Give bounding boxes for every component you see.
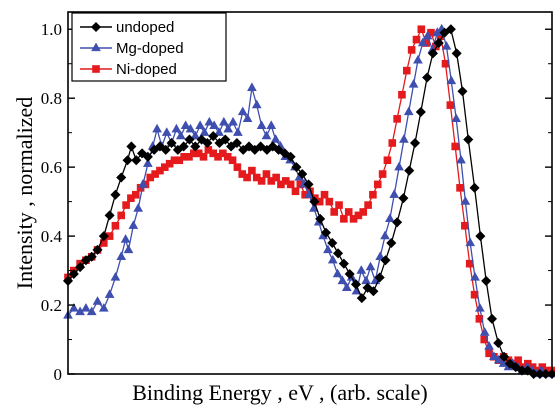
legend-label-mg-doped: Mg-doped (116, 40, 184, 57)
data-point-ni-doped (389, 140, 396, 147)
data-point-ni-doped (118, 212, 125, 219)
y-tick-label: 0.2 (41, 296, 62, 315)
data-point-ni-doped (413, 36, 420, 43)
data-point-ni-doped (331, 208, 338, 215)
data-point-ni-doped (384, 157, 391, 164)
data-point-ni-doped (369, 191, 376, 198)
data-point-ni-doped (379, 171, 386, 178)
legend-label-ni-doped: Ni-doped (116, 61, 177, 78)
data-point-ni-doped (244, 174, 251, 181)
data-point-ni-doped (408, 46, 415, 53)
data-point-ni-doped (112, 222, 119, 229)
data-point-ni-doped (394, 115, 401, 122)
data-point-ni-doped (292, 188, 299, 195)
data-point-ni-doped (234, 164, 241, 171)
data-point-ni-doped (360, 208, 367, 215)
data-point-ni-doped (457, 184, 464, 191)
legend-label-undoped: undoped (116, 19, 174, 36)
legend-entries: undoped Mg-doped Ni-doped (80, 19, 184, 78)
data-point-ni-doped (258, 177, 265, 184)
data-point-ni-doped (336, 202, 343, 209)
data-point-ni-doped (447, 102, 454, 109)
data-point-ni-doped (229, 157, 236, 164)
data-point-ni-doped (340, 215, 347, 222)
data-point-ni-doped (273, 174, 280, 181)
data-point-ni-doped (403, 67, 410, 74)
data-point-ni-doped (365, 202, 372, 209)
y-tick-label: 1.0 (41, 20, 62, 39)
data-point-ni-doped (287, 181, 294, 188)
data-point-ni-doped (326, 198, 333, 205)
data-point-ni-doped (263, 171, 270, 178)
y-tick-label: 0 (54, 365, 63, 384)
data-point-ni-doped (123, 202, 130, 209)
data-point-ni-doped (321, 191, 328, 198)
data-point-ni-doped (132, 191, 139, 198)
data-point-ni-doped (374, 181, 381, 188)
data-point-ni-doped (248, 167, 255, 174)
data-point-ni-doped (345, 208, 352, 215)
y-axis-label: Intensity , normalized (12, 97, 37, 289)
y-tick-label: 0.6 (41, 158, 62, 177)
data-point-ni-doped (398, 91, 405, 98)
data-point-ni-doped (452, 143, 459, 150)
x-axis-label: Binding Energy , eV , (arb. scale) (132, 380, 428, 405)
data-point-ni-doped (200, 153, 207, 160)
legend-marker-ni-doped (93, 66, 100, 73)
legend: undoped Mg-doped Ni-doped (72, 13, 226, 81)
y-tick-label: 0.4 (41, 227, 63, 246)
y-tick-label: 0.8 (41, 89, 62, 108)
data-point-ni-doped (418, 26, 425, 33)
